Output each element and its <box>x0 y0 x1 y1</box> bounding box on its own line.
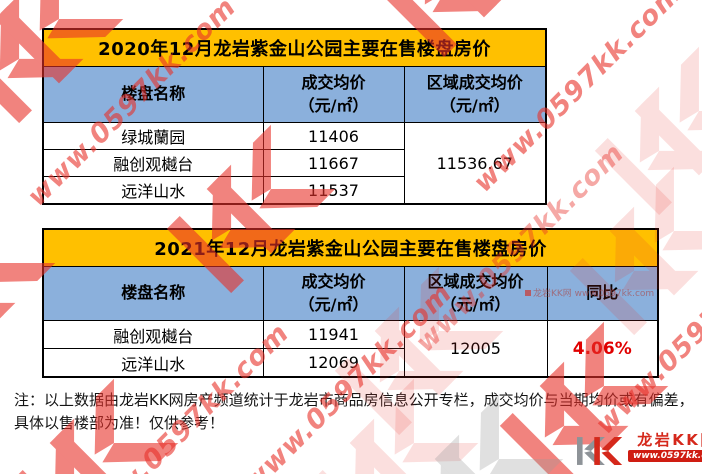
col-header-avg-price: 成交均价 （元/㎡） <box>262 266 405 321</box>
avg-price-unit: （元/㎡） <box>298 294 369 314</box>
estate-price: 11667 <box>262 149 405 177</box>
region-avg-label: 区域成交均价 <box>427 272 524 292</box>
price-table-2020: 2020年12月龙岩紫金山公园主要在售楼盘房价 楼盘名称 成交均价 （元/㎡） … <box>42 28 548 205</box>
estate-name: 绿城蘭园 <box>42 122 264 150</box>
avg-price-label: 成交均价 <box>301 73 366 93</box>
table-2021-title-row: 2021年12月龙岩紫金山公园主要在售楼盘房价 <box>42 228 659 267</box>
region-average-value: 11536.67 <box>403 122 547 205</box>
region-avg-unit: （元/㎡） <box>439 95 510 115</box>
region-avg-label: 区域成交均价 <box>426 73 523 93</box>
estate-price: 11537 <box>262 176 405 205</box>
kk-logo-icon <box>577 437 623 465</box>
estate-price: 12069 <box>262 348 405 378</box>
site-brand-name: 龙岩KK网 <box>637 431 702 449</box>
col-header-estate-name: 楼盘名称 <box>42 66 264 123</box>
disclaimer-note: 注：以上数据由龙岩KK网房产频道统计于龙岩市商品房信息公开专栏，成交均价与当期均… <box>14 391 694 432</box>
price-table-2021: 2021年12月龙岩紫金山公园主要在售楼盘房价 楼盘名称 成交均价 （元/㎡） … <box>42 228 660 378</box>
table-row: 绿城蘭园 11406 11536.67 <box>42 122 547 205</box>
table-2020-title-row: 2020年12月龙岩紫金山公园主要在售楼盘房价 <box>42 28 547 67</box>
estate-name: 远洋山水 <box>42 348 264 378</box>
estate-name: 融创观樾台 <box>42 320 264 349</box>
col-header-avg-price: 成交均价 （元/㎡） <box>262 66 405 123</box>
table-2020-title: 2020年12月龙岩紫金山公园主要在售楼盘房价 <box>42 28 547 67</box>
region-avg-unit: （元/㎡） <box>440 294 511 314</box>
avg-price-unit: （元/㎡） <box>298 95 369 115</box>
site-logo-text: 龙岩KK网 www.0597kk.com <box>628 431 702 462</box>
site-logo: 龙岩KK网 www.0597kk.com <box>577 431 702 465</box>
estate-price: 11941 <box>262 320 405 349</box>
col-header-yoy: 同比 <box>546 266 659 321</box>
col-header-region-avg: 区域成交均价 （元/㎡） <box>403 66 547 123</box>
estate-price: 11406 <box>262 122 405 150</box>
region-average-value: 12005 <box>403 320 548 378</box>
kk-watermark-icon <box>594 44 702 216</box>
col-header-estate-name: 楼盘名称 <box>42 266 264 321</box>
table-row: 融创观樾台 11941 12005 4.06% <box>42 320 659 378</box>
table-2021-header-row: 楼盘名称 成交均价 （元/㎡） 区域成交均价 （元/㎡） 同比 <box>42 266 659 321</box>
table-row: 远洋山水 12069 <box>42 348 658 378</box>
site-url-banner: www.0597kk.com <box>628 450 702 462</box>
table-2020-header-row: 楼盘名称 成交均价 （元/㎡） 区域成交均价 （元/㎡） <box>42 66 547 123</box>
estate-name: 远洋山水 <box>42 176 264 205</box>
estate-name: 融创观樾台 <box>42 149 264 177</box>
col-header-region-avg: 区域成交均价 （元/㎡） <box>403 266 548 321</box>
yoy-value: 4.06% <box>546 320 659 378</box>
table-2021-title: 2021年12月龙岩紫金山公园主要在售楼盘房价 <box>42 228 659 267</box>
avg-price-label: 成交均价 <box>301 272 366 292</box>
